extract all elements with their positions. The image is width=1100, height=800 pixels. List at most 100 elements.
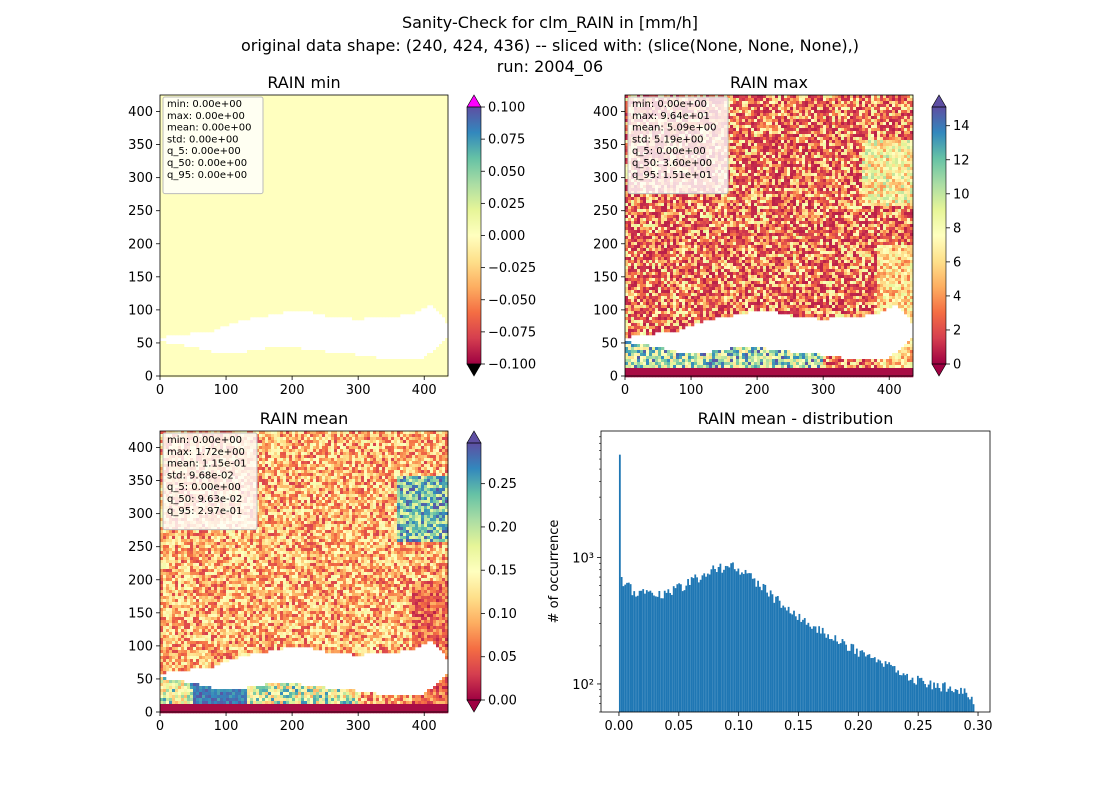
heatmap-cell	[295, 200, 298, 203]
heatmap-cell	[253, 227, 256, 230]
heatmap-cell	[337, 107, 340, 110]
heatmap-cell	[163, 194, 166, 197]
heatmap-cell	[205, 215, 208, 218]
heatmap-cell	[271, 179, 274, 182]
heatmap-cell	[271, 191, 274, 194]
heatmap-cell	[295, 245, 298, 248]
heatmap-cell	[430, 134, 433, 137]
heatmap-cell	[391, 131, 394, 134]
heatmap-cell	[442, 104, 445, 107]
heatmap-cell	[409, 128, 412, 131]
heatmap-cell	[415, 167, 418, 170]
heatmap-cell	[364, 149, 367, 152]
heatmap-cell	[295, 146, 298, 149]
heatmap-cell	[283, 245, 286, 248]
heatmap-cell	[412, 122, 415, 125]
heatmap-cell	[304, 146, 307, 149]
heatmap-cell	[283, 194, 286, 197]
heatmap-cell	[361, 206, 364, 209]
heatmap-cell	[313, 122, 316, 125]
heatmap-cell	[349, 224, 352, 227]
heatmap-cell	[340, 176, 343, 179]
heatmap-cell	[391, 206, 394, 209]
heatmap-cell	[388, 110, 391, 113]
heatmap-cell	[367, 176, 370, 179]
heatmap-cell	[439, 170, 442, 173]
heatmap-cell	[292, 176, 295, 179]
heatmap-cell	[361, 137, 364, 140]
heatmap-cell	[292, 212, 295, 215]
heatmap-cell	[343, 173, 346, 176]
heatmap-cell	[397, 164, 400, 167]
heatmap-cell	[352, 101, 355, 104]
heatmap-cell	[307, 146, 310, 149]
heatmap-cell	[334, 176, 337, 179]
heatmap-cell	[265, 176, 268, 179]
heatmap-cell	[337, 161, 340, 164]
heatmap-cell	[367, 227, 370, 230]
heatmap-cell	[352, 227, 355, 230]
heatmap-cell	[391, 161, 394, 164]
heatmap-cell	[283, 110, 286, 113]
heatmap-cell	[250, 224, 253, 227]
heatmap-cell	[259, 221, 262, 224]
heatmap-cell	[352, 215, 355, 218]
heatmap-cell	[268, 167, 271, 170]
heatmap-cell	[166, 197, 169, 200]
heatmap-cell	[169, 224, 172, 227]
heatmap-cell	[394, 140, 397, 143]
heatmap-cell	[295, 95, 298, 98]
heatmap-cell	[265, 110, 268, 113]
heatmap-cell	[190, 224, 193, 227]
heatmap-cell	[376, 245, 379, 248]
heatmap-cell	[322, 215, 325, 218]
heatmap-cell	[433, 95, 436, 98]
heatmap-cell	[322, 113, 325, 116]
heatmap-cell	[376, 227, 379, 230]
heatmap-cell	[268, 140, 271, 143]
heatmap-cell	[214, 245, 217, 248]
heatmap-cell	[304, 176, 307, 179]
heatmap-cell	[298, 176, 301, 179]
heatmap-cell	[331, 245, 334, 248]
heatmap-cell	[283, 146, 286, 149]
heatmap-cell	[307, 116, 310, 119]
heatmap-cell	[277, 152, 280, 155]
heatmap-cell	[277, 245, 280, 248]
heatmap-cell	[427, 107, 430, 110]
heatmap-cell	[400, 179, 403, 182]
heatmap-cell	[307, 140, 310, 143]
heatmap-cell	[250, 212, 253, 215]
heatmap-cell	[403, 95, 406, 98]
heatmap-cell	[280, 134, 283, 137]
heatmap-cell	[202, 242, 205, 245]
heatmap-cell	[247, 206, 250, 209]
heatmap-cell	[232, 221, 235, 224]
heatmap-cell	[331, 188, 334, 191]
heatmap-cell	[187, 215, 190, 218]
heatmap-cell	[394, 206, 397, 209]
heatmap-cell	[400, 125, 403, 128]
heatmap-cell	[274, 194, 277, 197]
heatmap-cell	[418, 194, 421, 197]
heatmap-cell	[376, 113, 379, 116]
heatmap-cell	[343, 224, 346, 227]
heatmap-cell	[436, 167, 439, 170]
heatmap-cell	[241, 248, 244, 251]
heatmap-cell	[277, 218, 280, 221]
heatmap-cell	[325, 95, 328, 98]
heatmap-cell	[301, 182, 304, 185]
heatmap-cell	[352, 200, 355, 203]
heatmap-cell	[313, 176, 316, 179]
heatmap-cell	[364, 125, 367, 128]
heatmap-cell	[343, 236, 346, 239]
heatmap-cell	[430, 212, 433, 215]
heatmap-cell	[337, 173, 340, 176]
heatmap-cell	[178, 212, 181, 215]
heatmap-cell	[169, 221, 172, 224]
heatmap-cell	[280, 245, 283, 248]
heatmap-cell	[310, 101, 313, 104]
heatmap-cell	[418, 161, 421, 164]
heatmap-cell	[286, 134, 289, 137]
heatmap-cell	[325, 236, 328, 239]
